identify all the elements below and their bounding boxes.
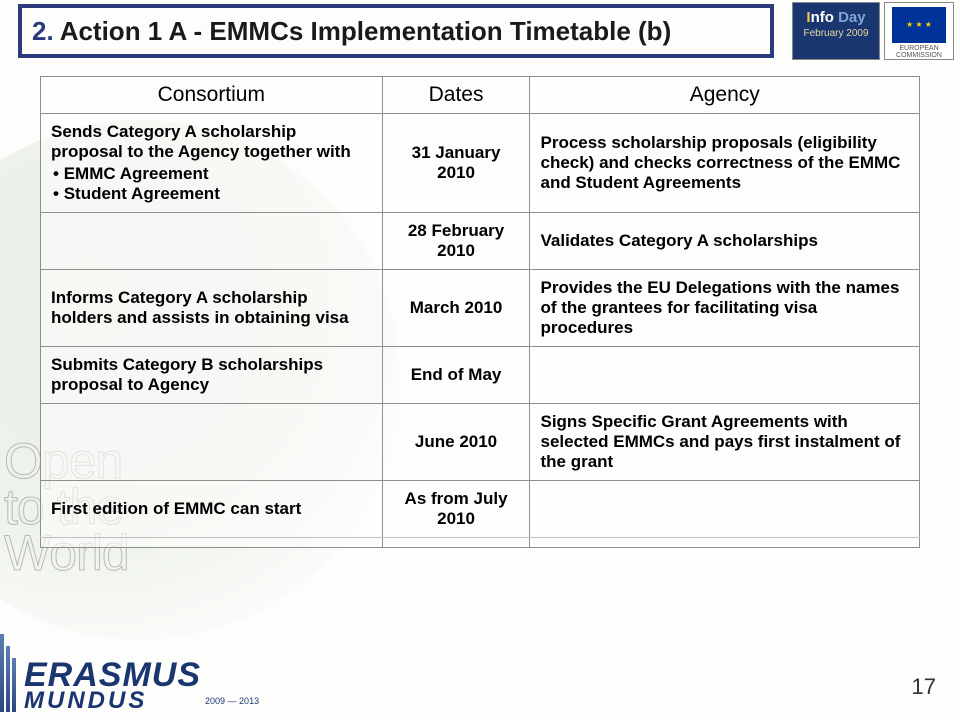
table-header-row: Consortium Dates Agency [41, 77, 920, 114]
consortium-bullet: Student Agreement [53, 184, 372, 204]
cell-agency [530, 347, 920, 404]
eu-commission-logo: EUROPEAN COMMISSION [884, 2, 954, 60]
cell-agency: Validates Category A scholarships [530, 213, 920, 270]
consortium-bullet: EMMC Agreement [53, 164, 372, 184]
cell-dates: As from July 2010 [382, 481, 530, 538]
table-row-blank [41, 538, 920, 548]
cell-blank [530, 538, 920, 548]
page-number: 17 [912, 674, 936, 700]
cell-agency: Signs Specific Grant Agreements with sel… [530, 404, 920, 481]
eu-flag-icon [892, 7, 946, 43]
header-dates: Dates [382, 77, 530, 114]
consortium-text: Sends Category A scholarship proposal to… [51, 122, 351, 161]
infoday-logo: Info Day February 2009 [792, 2, 880, 60]
table-row: Submits Category B scholarships proposal… [41, 347, 920, 404]
eu-line2: COMMISSION [885, 52, 953, 59]
erasmus-stripe-icon [6, 646, 10, 712]
slide-title-box: 2. Action 1 A - EMMCs Implementation Tim… [18, 4, 774, 58]
title-text: Action 1 A - EMMCs Implementation Timeta… [60, 16, 672, 47]
cell-consortium [41, 404, 383, 481]
cell-dates: 31 January 2010 [382, 114, 530, 213]
erasmus-years: 2009 — 2013 [205, 696, 259, 706]
title-number: 2. [32, 16, 54, 47]
erasmus-line2: MUNDUS [24, 690, 201, 712]
table-row: June 2010 Signs Specific Grant Agreement… [41, 404, 920, 481]
cell-dates: June 2010 [382, 404, 530, 481]
cell-dates: End of May [382, 347, 530, 404]
cell-agency [530, 481, 920, 538]
cell-dates: March 2010 [382, 270, 530, 347]
table-row: First edition of EMMC can start As from … [41, 481, 920, 538]
header-consortium: Consortium [41, 77, 383, 114]
erasmus-mundus-logo: ERASMUS MUNDUS 2009 — 2013 [0, 626, 270, 712]
erasmus-stripe-icon [12, 658, 16, 712]
cell-consortium: Submits Category B scholarships proposal… [41, 347, 383, 404]
table-row: Sends Category A scholarship proposal to… [41, 114, 920, 213]
table-row: 28 February 2010 Validates Category A sc… [41, 213, 920, 270]
cell-consortium: First edition of EMMC can start [41, 481, 383, 538]
cell-agency: Provides the EU Delegations with the nam… [530, 270, 920, 347]
header-agency: Agency [530, 77, 920, 114]
infoday-day: Day [834, 9, 866, 26]
table-row: Informs Category A scholarship holders a… [41, 270, 920, 347]
eu-line1: EUROPEAN [885, 45, 953, 52]
cell-agency: Process scholarship proposals (eligibili… [530, 114, 920, 213]
cell-blank [41, 538, 383, 548]
timetable-table: Consortium Dates Agency Sends Category A… [40, 76, 920, 548]
cell-blank [382, 538, 530, 548]
infoday-word: Info [806, 9, 834, 26]
cell-consortium: Informs Category A scholarship holders a… [41, 270, 383, 347]
cell-consortium: Sends Category A scholarship proposal to… [41, 114, 383, 213]
cell-consortium [41, 213, 383, 270]
infoday-date: February 2009 [793, 28, 879, 39]
cell-dates: 28 February 2010 [382, 213, 530, 270]
erasmus-stripe-icon [0, 634, 4, 712]
erasmus-line1: ERASMUS [24, 660, 201, 691]
